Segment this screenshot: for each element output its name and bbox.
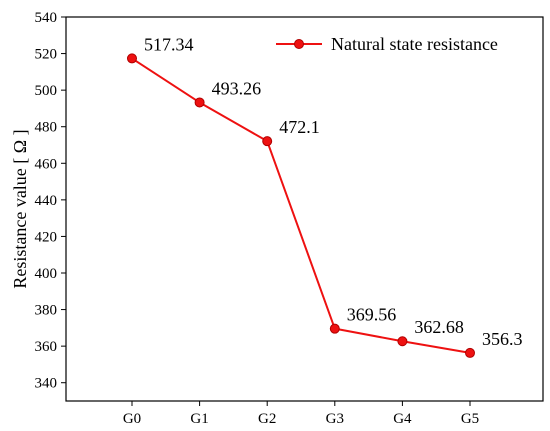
y-axis-ticks: 340 360 380 400 420 440 460 480 500 520 540 [35, 10, 66, 392]
y-tick-label: 540 [35, 10, 58, 26]
y-tick-label: 340 [35, 376, 58, 392]
x-tick-label: G3 [326, 411, 344, 427]
data-label: 369.56 [347, 305, 397, 325]
y-tick-label: 420 [35, 229, 58, 245]
x-tick-label: G2 [258, 411, 276, 427]
data-label: 493.26 [212, 78, 262, 98]
data-label: 517.34 [144, 34, 194, 54]
x-tick-label: G4 [393, 411, 412, 427]
plot-frame [65, 16, 544, 402]
y-tick-label: 440 [35, 193, 58, 209]
y-axis-title: Resistance value [ Ω ] [10, 129, 30, 288]
y-tick-label: 460 [35, 156, 58, 172]
series-layer: 517.34 493.26 472.1 369.56 362.68 356.3 [127, 34, 523, 358]
y-tick-label: 380 [35, 303, 58, 319]
legend-marker [294, 39, 304, 49]
x-tick-label: G5 [461, 411, 479, 427]
x-axis-ticks: G0 G1 G2 G3 G4 G5 [123, 401, 479, 427]
data-label: 472.1 [279, 117, 320, 137]
data-label: 356.3 [482, 329, 523, 349]
y-tick-label: 500 [35, 83, 58, 99]
data-point [127, 53, 137, 64]
legend: Natural state resistance [276, 34, 498, 54]
x-tick-label: G0 [123, 411, 141, 427]
y-tick-label: 360 [35, 339, 58, 355]
x-tick-label: G1 [190, 411, 208, 427]
data-point [194, 97, 205, 108]
data-point [465, 347, 475, 358]
data-point [262, 136, 273, 147]
data-point [329, 323, 340, 334]
data-label: 362.68 [414, 317, 464, 337]
y-tick-label: 480 [35, 120, 58, 136]
y-tick-label: 400 [35, 266, 58, 282]
series-line [131, 57, 471, 354]
legend-label: Natural state resistance [331, 34, 498, 54]
y-tick-label: 520 [35, 47, 58, 63]
data-point [397, 336, 408, 347]
